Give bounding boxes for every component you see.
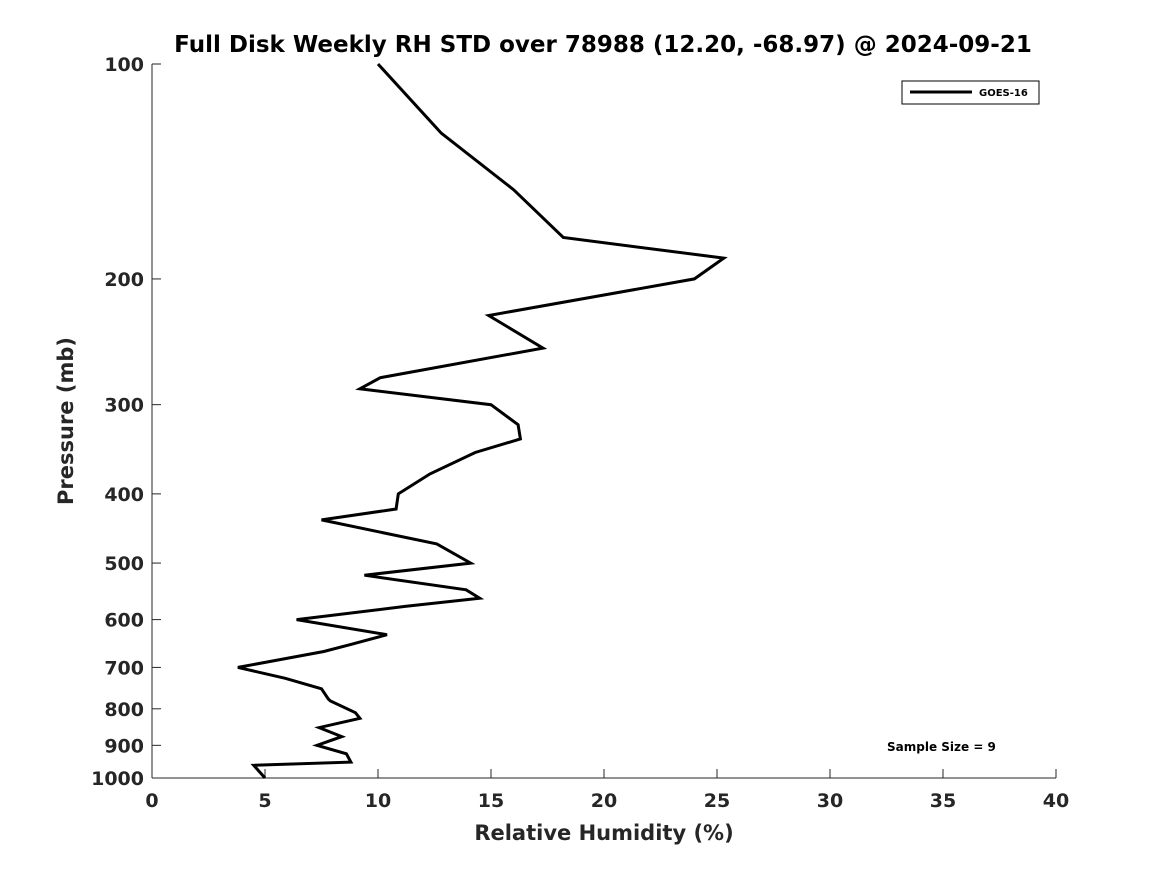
x-tick-label: 40: [1043, 790, 1069, 812]
x-tick-label: 5: [258, 790, 271, 812]
y-tick-label: 600: [104, 610, 144, 632]
legend: GOES-16: [901, 80, 1040, 105]
plot-area: [152, 64, 1056, 778]
y-tick-label: 300: [104, 395, 144, 417]
legend-label-goes16: GOES-16: [979, 88, 1028, 99]
x-tick-label: 15: [478, 790, 504, 812]
y-tick-label: 400: [104, 484, 144, 506]
y-axis-label: Pressure (mb): [54, 337, 78, 505]
y-axis-ticks: 100 200 300 400 500 600 700 800 900 1000: [91, 54, 161, 790]
x-tick-label: 35: [930, 790, 956, 812]
x-tick-label: 25: [704, 790, 730, 812]
sample-size-annotation: Sample Size = 9: [887, 740, 996, 754]
y-tick-label: 900: [104, 735, 144, 757]
y-tick-label: 500: [104, 553, 144, 575]
x-tick-label: 20: [591, 790, 617, 812]
x-tick-label: 0: [145, 790, 158, 812]
series-line-goes-16: [237, 62, 728, 779]
x-axis-ticks: 0 5 10 15 20 25 30 35 40: [145, 769, 1069, 812]
x-axis-label: Relative Humidity (%): [474, 821, 733, 845]
x-tick-label: 30: [817, 790, 843, 812]
y-tick-label: 200: [104, 269, 144, 291]
chart-title: Full Disk Weekly RH STD over 78988 (12.2…: [174, 32, 1032, 58]
y-tick-label: 1000: [91, 768, 144, 790]
y-tick-label: 100: [104, 54, 144, 76]
y-tick-label: 700: [104, 657, 144, 679]
x-tick-label: 10: [365, 790, 391, 812]
series-layer: [237, 62, 728, 779]
y-tick-label: 800: [104, 699, 144, 721]
